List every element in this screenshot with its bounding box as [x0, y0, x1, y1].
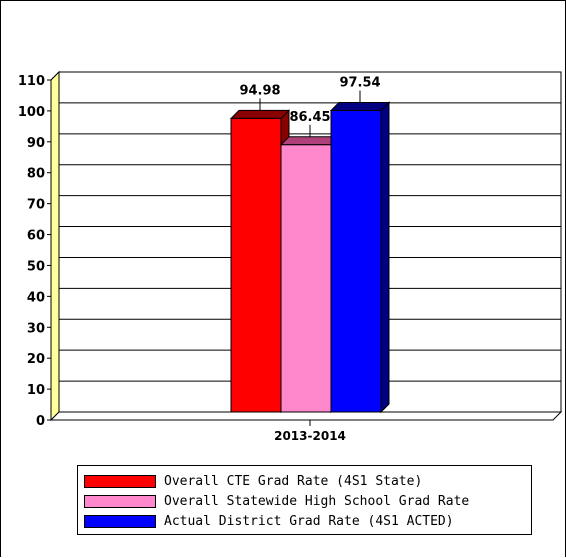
y-tick-label: 60 — [27, 229, 45, 244]
bars — [229, 101, 391, 414]
y-tick-label: 30 — [27, 321, 45, 336]
y-tick-label: 10 — [27, 383, 45, 398]
legend-item-district: Actual District Grad Rate (4S1 ACTED) — [84, 511, 531, 531]
legend-swatch-cte — [84, 474, 156, 488]
data-label-2: 86.45 — [289, 110, 330, 125]
y-tick-label: 80 — [27, 167, 45, 182]
y-tick-label: 100 — [18, 105, 45, 120]
legend: Overall CTE Grad Rate (4S1 State) Overal… — [77, 465, 532, 535]
bar-2-top — [279, 136, 341, 146]
y-tick-label: 70 — [27, 198, 45, 213]
legend-swatch-statewide — [84, 494, 156, 508]
y-tick-label: 110 — [18, 74, 45, 89]
bar-2 — [280, 144, 332, 413]
bar-chart: 0 10 20 30 40 50 60 70 80 90 100 110 2013-2014 94.98… — [18, 70, 563, 443]
bar-1 — [230, 117, 282, 413]
bar-3-top — [329, 102, 391, 112]
bar-1-top — [229, 109, 291, 119]
y-tick-label: 0 — [36, 414, 45, 429]
bar-3 — [330, 110, 382, 413]
y-axis-wall — [50, 70, 60, 422]
y-tick-label: 20 — [27, 352, 45, 367]
x-category-label: 2013-2014 — [274, 429, 346, 443]
legend-item-statewide: Overall Statewide High School Grad Rate — [84, 491, 531, 511]
legend-label-statewide: Overall Statewide High School Grad Rate — [164, 493, 470, 509]
y-tick-label: 50 — [27, 259, 45, 274]
chart-floor — [49, 411, 563, 421]
bar-3-side — [380, 101, 390, 414]
y-tick-label: 40 — [27, 290, 45, 305]
labels: 94.98 86.45 97.54 — [239, 76, 381, 137]
data-label-3: 97.54 — [339, 76, 380, 91]
y-tick-label: 90 — [27, 136, 45, 151]
axes: 0 10 20 30 40 50 60 70 80 90 100 110 2013-2014 — [18, 70, 563, 443]
legend-item-cte: Overall CTE Grad Rate (4S1 State) — [84, 471, 531, 491]
legend-label-cte: Overall CTE Grad Rate (4S1 State) — [164, 473, 423, 489]
legend-swatch-district — [84, 514, 156, 528]
legend-label-district: Actual District Grad Rate (4S1 ACTED) — [164, 513, 454, 529]
data-label-1: 94.98 — [239, 83, 280, 98]
